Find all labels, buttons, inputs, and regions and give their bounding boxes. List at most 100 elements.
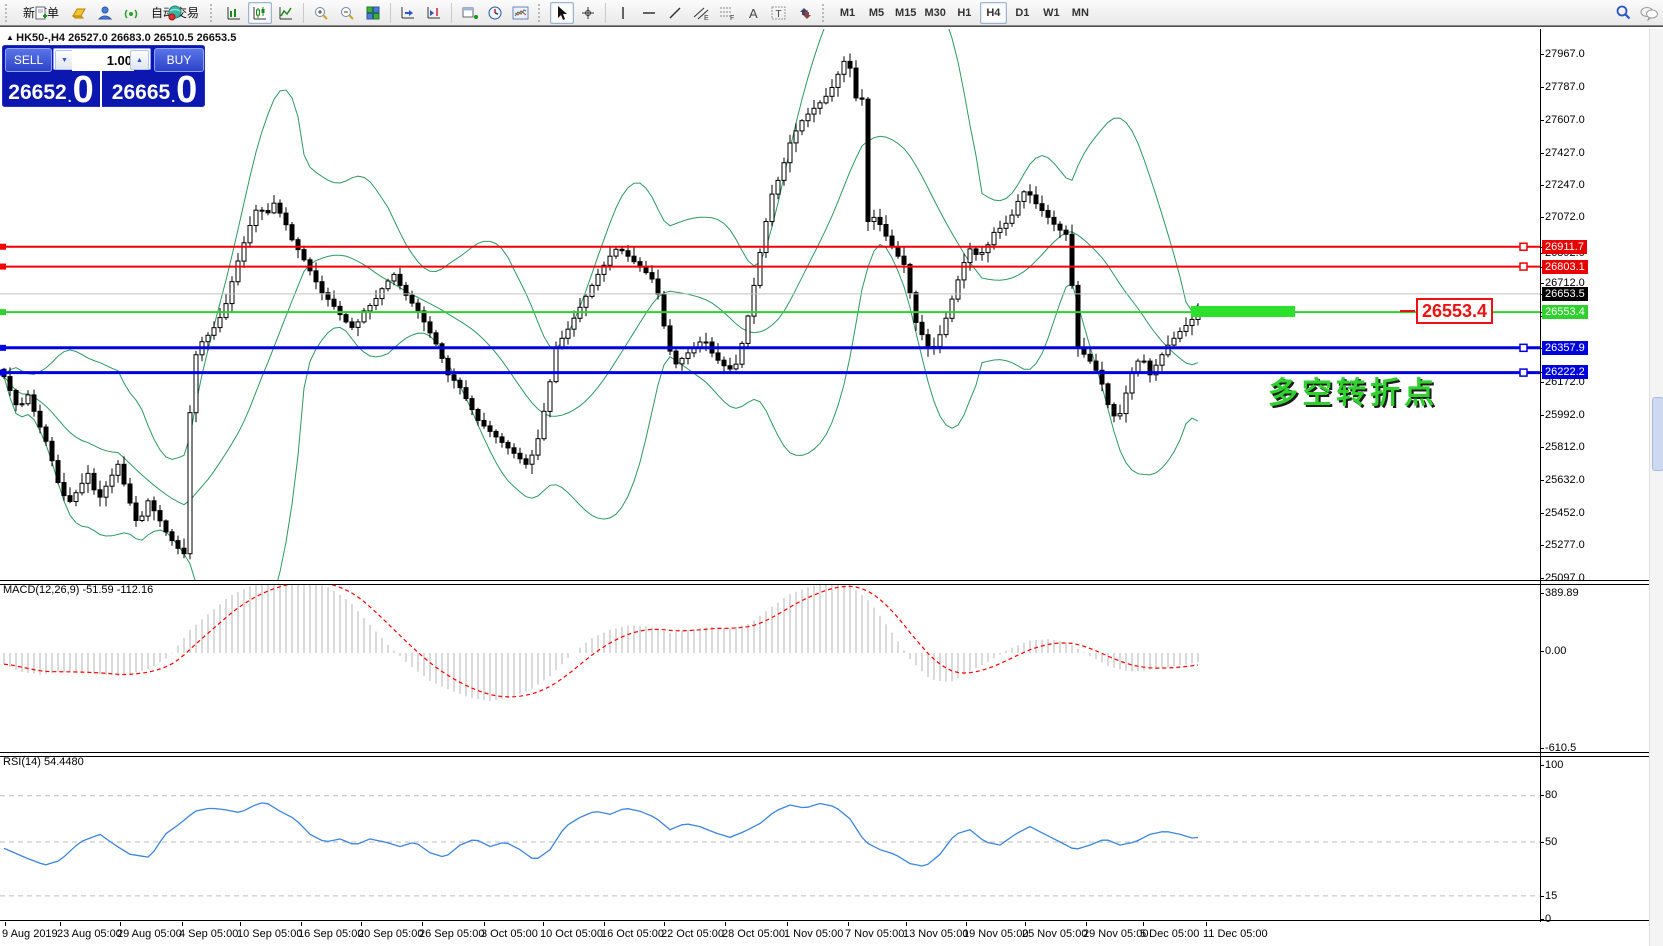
text-label-icon: T [771,6,786,20]
market-watch-button[interactable] [67,2,91,24]
vertical-line-tool-button[interactable] [611,2,635,24]
price-axis-label: 0.00 [1545,645,1567,657]
date-axis-label: 25 Nov 05:00 [1022,928,1088,940]
date-tick [120,922,121,926]
timeframe-w1-button[interactable]: W1 [1043,6,1060,19]
volume-decrease-button[interactable]: ▼ [55,50,74,70]
channel-icon: E [693,7,709,21]
templates-button[interactable]: ▼ [509,2,533,24]
date-axis-label: 10 Oct 05:00 [540,928,603,940]
price-axis-label: 0 [1545,913,1552,925]
bar-chart-type-button[interactable] [222,2,246,24]
fibonacci-tool-button[interactable]: F [715,2,739,24]
date-tick [484,922,485,926]
axis-tick [1540,87,1544,88]
community-button[interactable] [1637,2,1661,24]
vertical-scrollbar[interactable] [1649,29,1663,946]
new-chart-icon [462,7,478,19]
new-order-button[interactable]: 新订单 [17,2,65,24]
candle-chart-type-button[interactable] [248,1,273,24]
periods-button[interactable]: ▼ [483,2,507,24]
price-axis-label: 27787.0 [1545,81,1585,93]
price-axis-label: 27607.0 [1545,114,1585,126]
data-window-button[interactable] [93,2,117,24]
buy-price[interactable]: 26665 . 0 [104,69,205,111]
zoom-out-button[interactable] [335,2,359,24]
timeframe-h1-button[interactable]: H1 [957,6,972,19]
text-tool-button[interactable]: A [741,2,765,24]
price-axis-label: 15 [1545,890,1558,902]
crosshair-tool-button[interactable] [576,2,600,24]
zoom-in-icon [315,6,328,20]
buy-price-pips: 0 [176,69,198,111]
toolbar-grip[interactable] [538,3,545,22]
bar-chart-icon [227,6,241,19]
line-chart-type-button[interactable] [274,2,298,24]
trendline-tool-button[interactable] [663,2,687,24]
axis-tick [1540,919,1544,920]
pivot-price-tag[interactable]: 26553.4 [1416,298,1494,324]
volume-input[interactable] [72,49,134,71]
trendline-icon [669,6,681,19]
date-tick [787,922,788,926]
signal-icon [124,9,138,18]
cursor-tool-button[interactable] [550,1,575,24]
timeframe-m1-button[interactable]: M1 [839,6,856,19]
axis-tick [1540,545,1544,546]
turning-point-annotation[interactable]: 多空转折点 [1268,377,1438,410]
tile-windows-button[interactable] [361,2,385,24]
macd-pane-canvas[interactable] [0,583,1540,751]
toolbar-grip[interactable] [210,3,217,22]
text-label-tool-button[interactable]: T [767,2,791,24]
arrows-tool-button[interactable]: ▼ [793,2,817,24]
date-tick [422,922,423,926]
autotrading-button[interactable]: 自动交易 [145,2,205,24]
price-axis-label: 27427.0 [1545,147,1585,159]
date-axis-label: 19 Nov 05:00 [963,928,1029,940]
toolbar-grip[interactable] [822,3,829,22]
search-button[interactable] [1611,2,1635,24]
sell-price[interactable]: 26652 . 0 [2,71,102,109]
timeframe-mn-button[interactable]: MN [1071,6,1089,19]
volume-increase-button[interactable]: ▲ [130,50,149,70]
chart-shift-button[interactable] [422,2,446,24]
date-tick [848,922,849,926]
scrollbar-thumb[interactable] [1652,397,1663,471]
auto-scroll-button[interactable] [396,2,420,24]
new-order-icon [35,6,47,19]
price-axis-label: 25992.0 [1545,409,1585,421]
timeframe-h4-button[interactable]: H4 [979,1,1007,24]
sell-button[interactable]: SELL [5,48,52,72]
timeframe-d1-button[interactable]: D1 [1015,6,1030,19]
autotrading-icon [168,5,182,20]
channel-tool-button[interactable]: E [689,2,713,24]
chart-title: ▲ HK50-,H4 26527.0 26683.0 26510.5 26653… [6,32,236,44]
timeframe-m30-button[interactable]: M30 [924,6,946,19]
date-axis-label: 13 Nov 05:00 [903,928,969,940]
rsi-pane-canvas[interactable] [0,755,1540,922]
rsi-indicator-label: RSI(14) 54.4480 [3,756,84,768]
timeframe-m15-button[interactable]: M15 [895,6,917,19]
date-axis-label: 1 Nov 05:00 [784,928,844,940]
toolbar-grip[interactable] [5,3,12,22]
price-axis-label: 80 [1545,789,1558,801]
svg-text:E: E [704,15,709,21]
new-chart-button[interactable]: ▼ [457,2,481,24]
buy-button[interactable]: BUY [154,48,204,72]
zoom-in-button[interactable] [309,2,333,24]
navigator-button[interactable] [119,2,143,24]
macd-pane-separator[interactable] [0,580,1663,585]
date-tick [1143,922,1144,926]
toolbar-separator [605,2,607,23]
horizontal-line-tool-button[interactable] [637,2,661,24]
date-axis-label: 16 Oct 05:00 [601,928,664,940]
axis-tick [1540,185,1544,186]
date-axis-label: 5 Dec 05:00 [1140,928,1200,940]
rsi-pane-separator[interactable] [0,752,1663,757]
date-axis[interactable]: 9 Aug 2019 23 Aug 05:00 29 Aug 05:00 4 Sep … [0,922,1663,946]
price-axis-label: 25632.0 [1545,474,1585,486]
text-icon: A [749,6,758,21]
price-chart-canvas[interactable] [0,29,1540,581]
timeframe-m5-button[interactable]: M5 [868,6,885,19]
date-axis-label: 11 Dec 05:00 [1203,928,1268,940]
